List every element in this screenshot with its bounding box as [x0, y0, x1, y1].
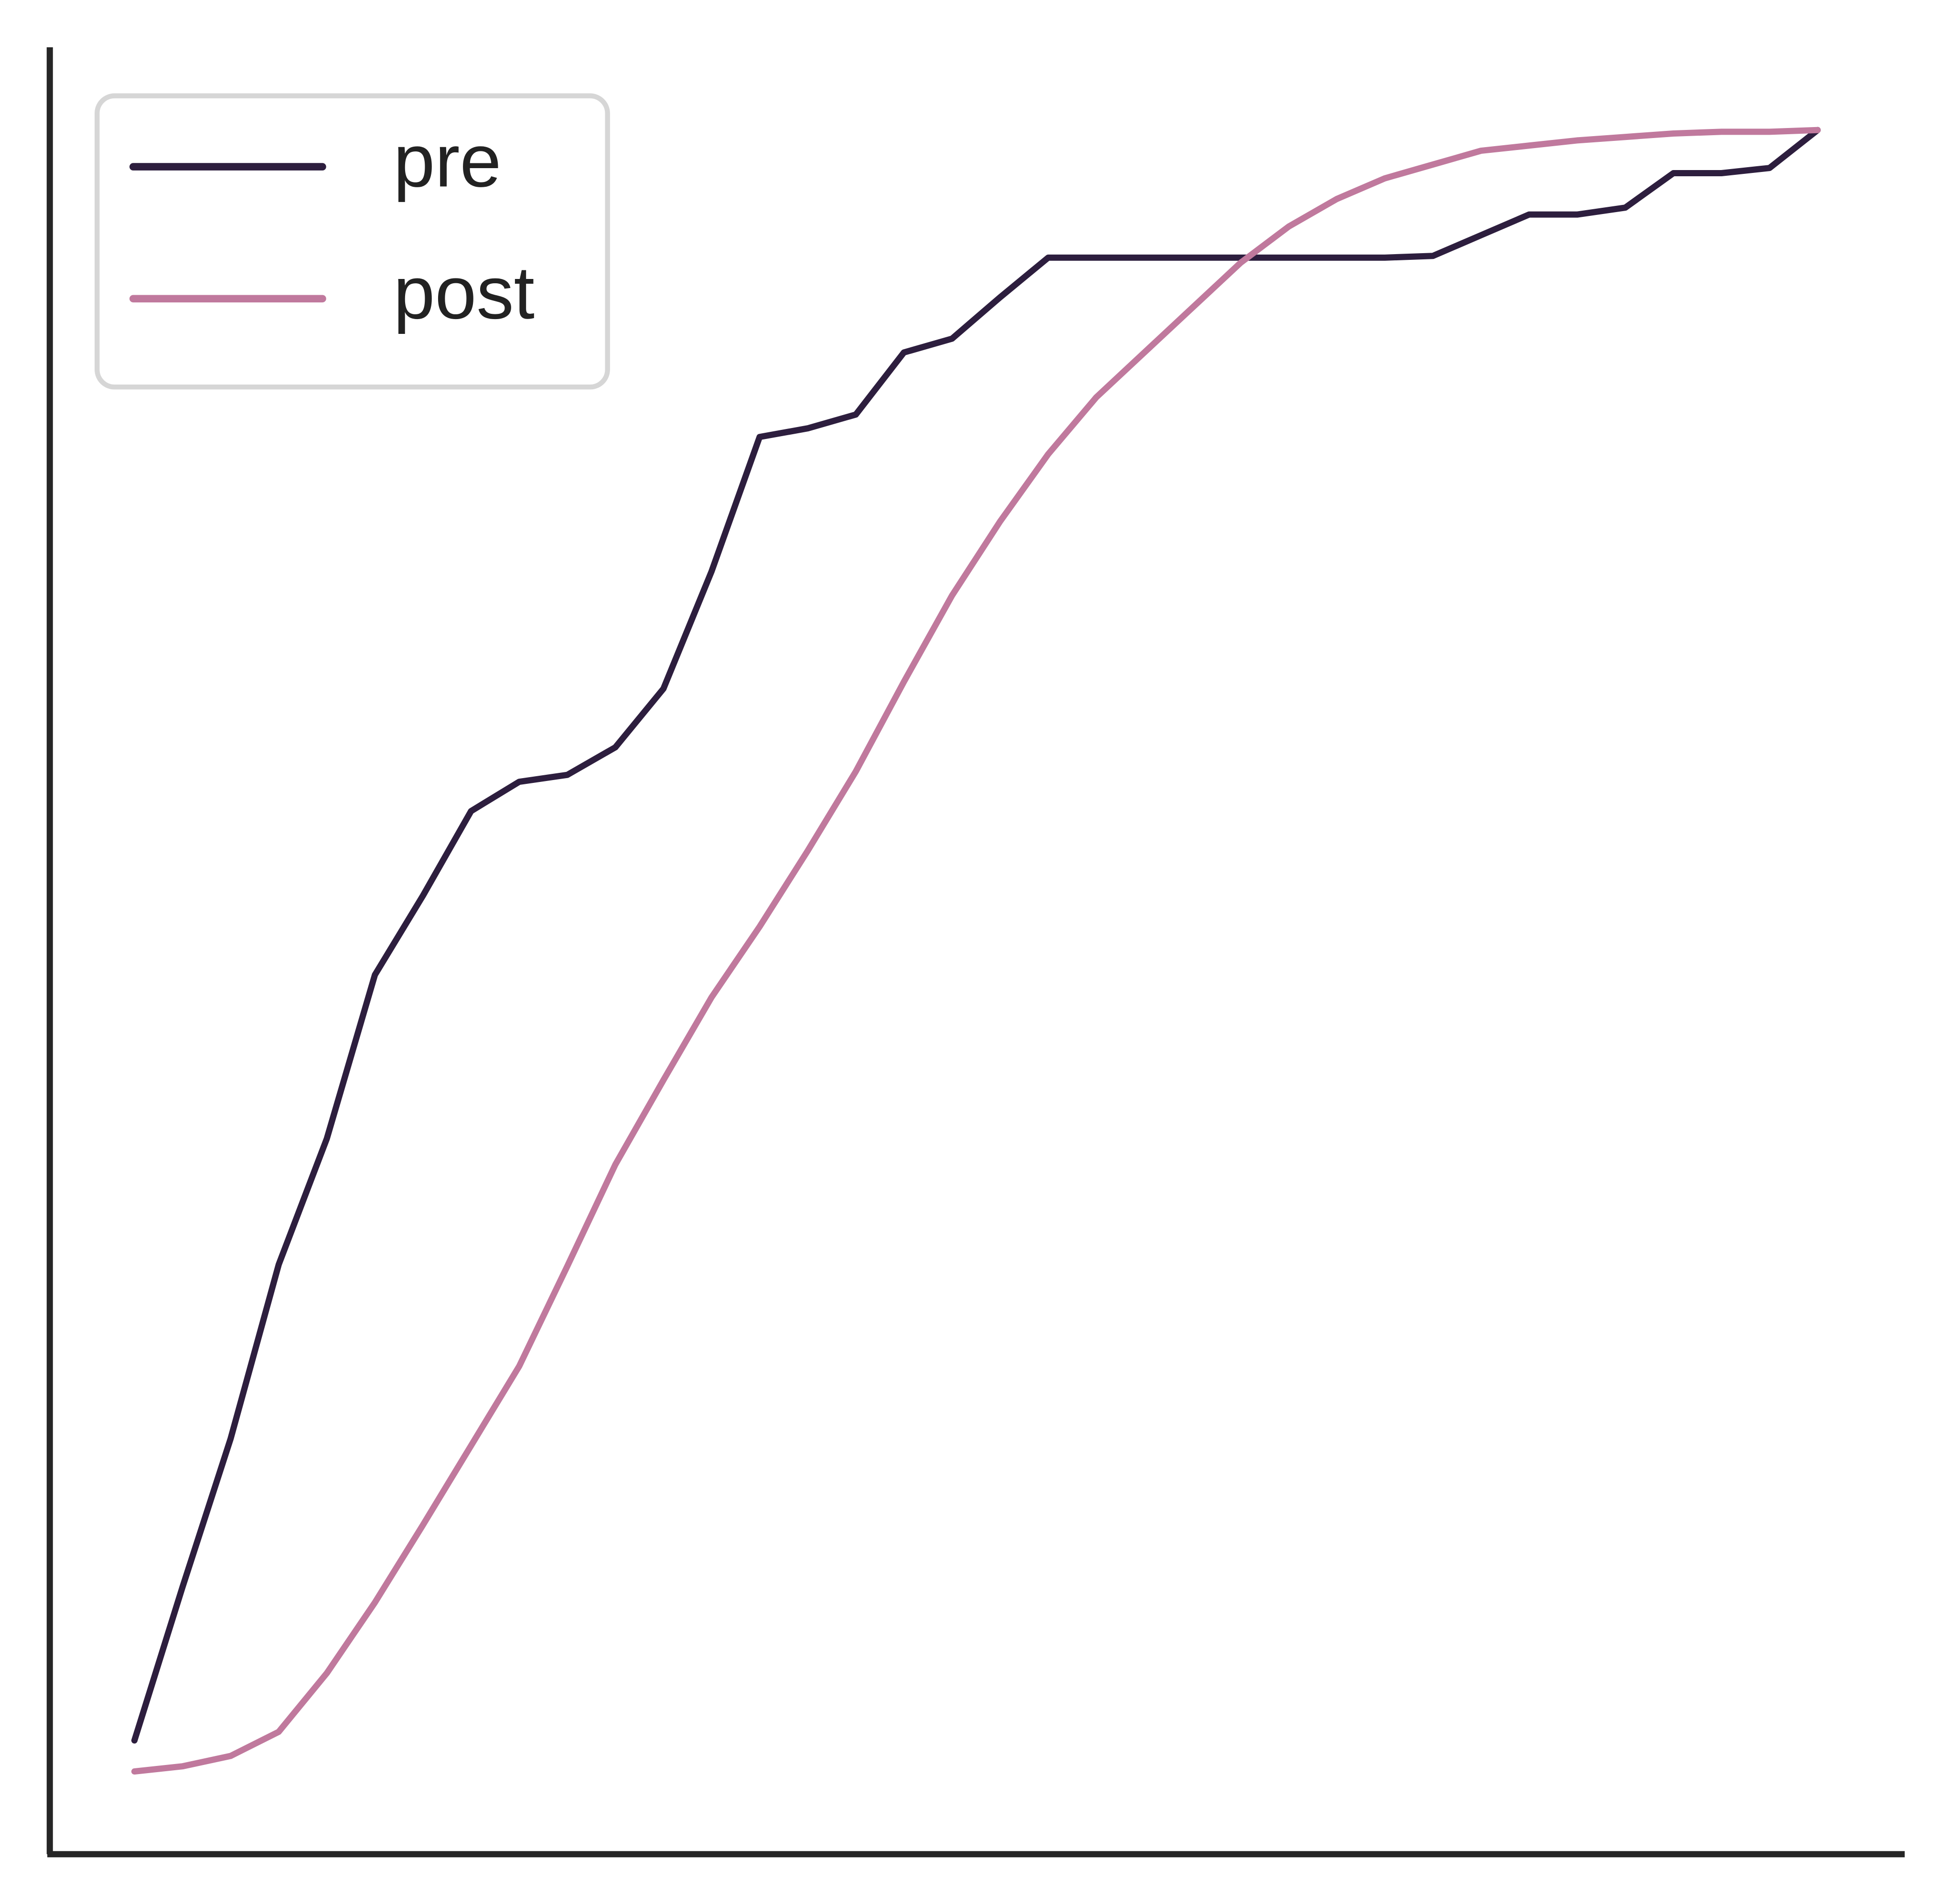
legend-label: post [393, 251, 535, 335]
legend-label: pre [393, 119, 501, 203]
line-series [131, 127, 1821, 1744]
line-series [131, 127, 1821, 1775]
legend-box [95, 93, 610, 390]
